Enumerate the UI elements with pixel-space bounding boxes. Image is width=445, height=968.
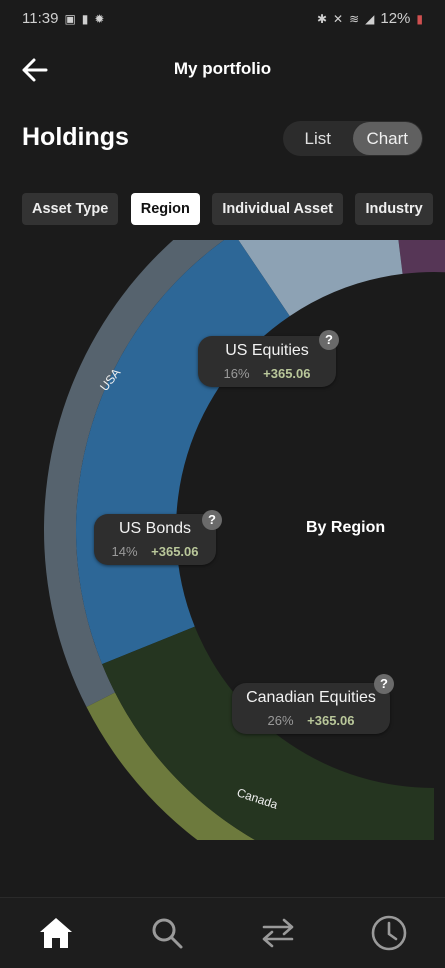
us-bonds-segment[interactable] bbox=[76, 240, 290, 665]
status-bar: 11:39 ▣ ▮ ✹ ✱ ✕ ≋ ◢ 12% ▮ bbox=[22, 10, 423, 32]
filter-individual-asset[interactable]: Individual Asset bbox=[212, 193, 343, 225]
page-title: My portfolio bbox=[173, 59, 272, 78]
tooltip-percent: 16% bbox=[223, 366, 250, 381]
settings-icon: ✹ bbox=[94, 11, 105, 26]
arrow-left-icon bbox=[22, 58, 48, 82]
tooltip-percent: 14% bbox=[111, 544, 138, 559]
bottom-nav bbox=[0, 897, 445, 968]
help-icon[interactable]: ? bbox=[374, 674, 394, 694]
us-equities-segment[interactable] bbox=[234, 240, 403, 317]
tooltip-change: +365.06 bbox=[263, 366, 311, 381]
sim-icon: ▮ bbox=[81, 11, 89, 26]
donut-svg: USA Canada bbox=[44, 240, 445, 840]
transfer-icon bbox=[262, 918, 294, 948]
wifi-icon: ≋ bbox=[349, 11, 360, 26]
back-button[interactable] bbox=[20, 56, 50, 84]
tooltip-change: +365.06 bbox=[307, 713, 355, 728]
nav-transfer[interactable] bbox=[223, 898, 334, 968]
chart-view-button[interactable]: Chart bbox=[352, 122, 422, 155]
nav-search[interactable] bbox=[111, 898, 222, 968]
tooltip-us-equities[interactable]: US Equities 16% +365.06 bbox=[198, 336, 336, 387]
home-icon bbox=[39, 918, 72, 948]
filter-chips: Asset Type Region Individual Asset Indus… bbox=[22, 193, 445, 226]
tooltip-percent: 26% bbox=[267, 713, 294, 728]
history-icon bbox=[372, 915, 407, 951]
tooltip-name: US Bonds bbox=[118, 520, 192, 537]
help-icon[interactable]: ? bbox=[319, 330, 339, 350]
battery-icon: ▮ bbox=[416, 11, 423, 26]
filter-industry[interactable]: Industry bbox=[355, 193, 433, 225]
region-donut-chart: USA Canada bbox=[0, 240, 445, 840]
bluetooth-icon: ✱ bbox=[316, 11, 327, 26]
notification-icon: ▣ bbox=[64, 11, 76, 26]
tooltip-name: Canadian Equities bbox=[246, 689, 376, 706]
battery-percent: 12% bbox=[380, 10, 411, 27]
help-icon[interactable]: ? bbox=[202, 510, 222, 530]
tooltip-canadian-equities[interactable]: Canadian Equities 26% +365.06 bbox=[232, 683, 390, 734]
other-category-segment[interactable] bbox=[390, 240, 445, 274]
filter-asset-type[interactable]: Asset Type bbox=[22, 193, 119, 225]
list-view-button[interactable]: List bbox=[304, 129, 331, 148]
status-time: 11:39 bbox=[22, 10, 59, 27]
filter-region[interactable]: Region bbox=[130, 193, 200, 225]
tooltip-change: +365.06 bbox=[151, 544, 199, 559]
nav-history[interactable] bbox=[334, 898, 445, 968]
signal-icon: ◢ bbox=[365, 11, 375, 26]
mute-icon: ✕ bbox=[333, 11, 344, 26]
tooltip-name: US Equities bbox=[225, 342, 309, 359]
search-icon bbox=[152, 918, 183, 949]
view-toggle: List Chart bbox=[283, 121, 423, 156]
section-title: Holdings bbox=[22, 123, 129, 151]
chart-center-label: By Region bbox=[306, 519, 386, 536]
tooltip-us-bonds[interactable]: US Bonds 14% +365.06 bbox=[94, 514, 216, 565]
nav-home[interactable] bbox=[0, 898, 111, 968]
canada-region-ring-segment[interactable] bbox=[86, 692, 434, 840]
usa-region-ring-segment[interactable] bbox=[44, 240, 397, 708]
